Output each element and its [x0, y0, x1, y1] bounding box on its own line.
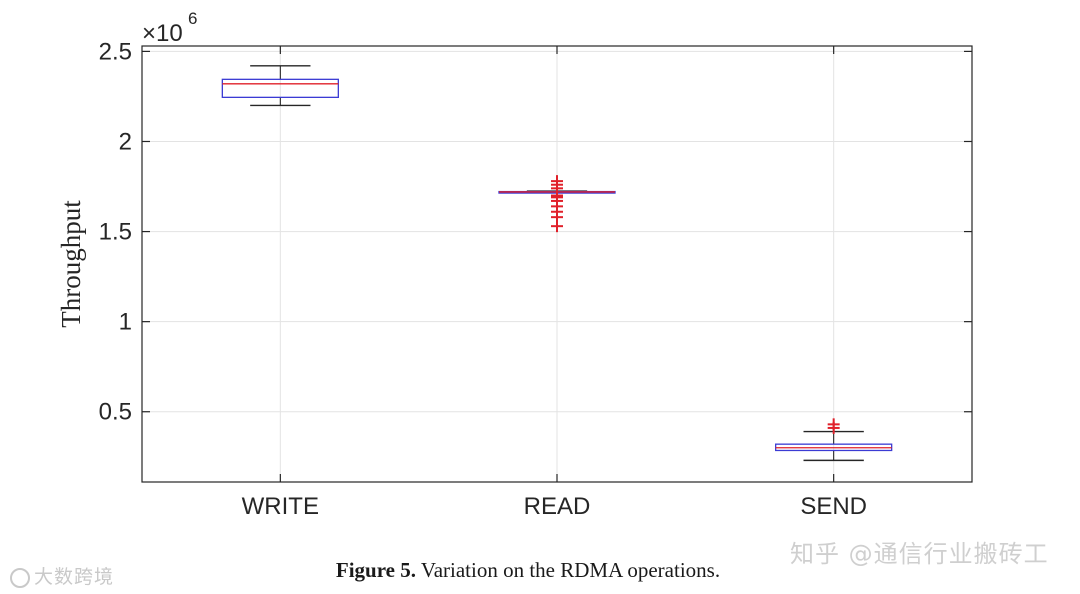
y-tick-label: 1.5 — [99, 219, 132, 246]
axis-labels: 0.5 1 1.5 2 2.5 WRITE READ SEND — [99, 38, 867, 520]
y-tick-label: 2 — [119, 128, 132, 155]
axis-ticks — [142, 46, 972, 482]
figure-caption-label: Figure 5. — [335, 558, 416, 582]
box-read — [498, 175, 616, 233]
x-category-label: READ — [524, 493, 591, 520]
svg-text:6: 6 — [188, 9, 197, 28]
y-axis-title: Throughput — [56, 200, 86, 328]
watermark-logo-icon — [10, 567, 30, 588]
y-axis-exponent: ×10 6 — [142, 9, 197, 47]
box-series — [221, 65, 893, 462]
box-write — [221, 65, 339, 107]
y-tick-label: 2.5 — [99, 38, 132, 65]
watermark-right: 知乎 @通信行业搬砖工 — [790, 540, 1049, 568]
svg-text:×10: ×10 — [142, 20, 183, 47]
grid-lines — [142, 46, 972, 482]
y-tick-label: 1 — [119, 309, 132, 336]
y-tick-label: 0.5 — [99, 399, 132, 426]
box-send — [775, 418, 893, 462]
watermark-left: 大数跨境 — [10, 562, 114, 589]
box-iqr — [221, 78, 339, 98]
x-category-label: SEND — [800, 493, 867, 520]
figure-caption-text: Variation on the RDMA operations. — [416, 558, 721, 582]
figure-caption: Figure 5. Variation on the RDMA operatio… — [0, 558, 1056, 583]
watermark-left-text: 大数跨境 — [34, 566, 115, 588]
x-category-label: WRITE — [242, 493, 319, 520]
